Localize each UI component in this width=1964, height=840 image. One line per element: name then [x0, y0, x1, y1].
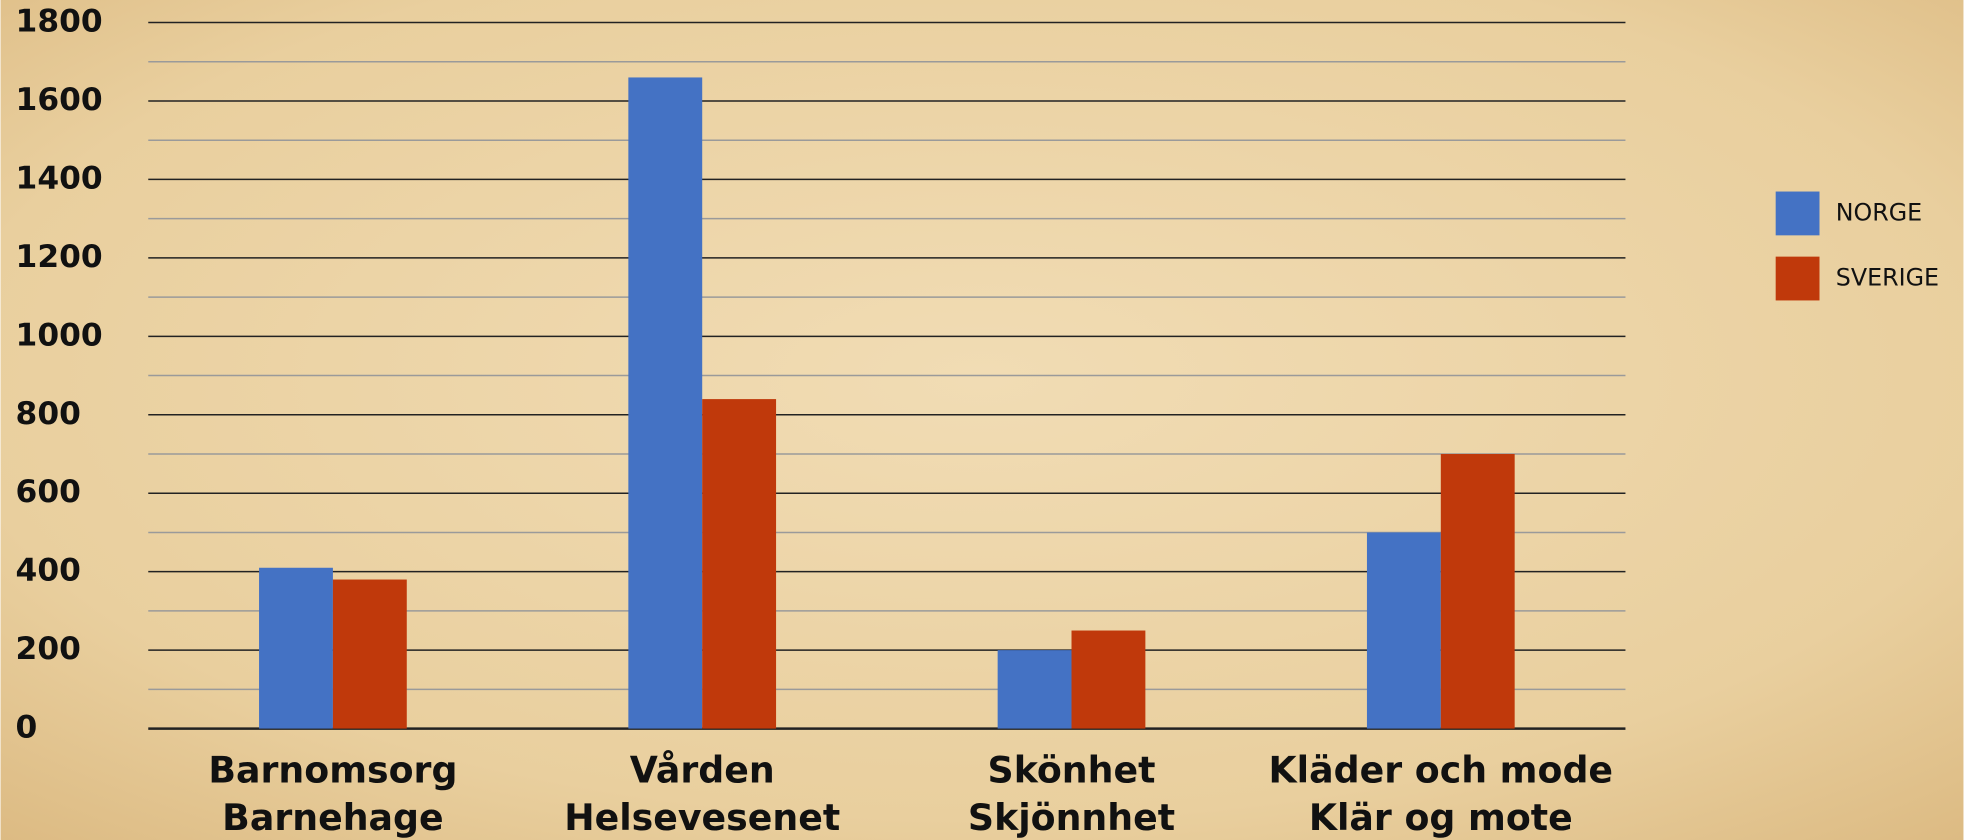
- x-tick-label: Helsevesenet: [564, 796, 840, 839]
- x-tick-label: Barnehage: [222, 796, 443, 839]
- y-tick-label: 1800: [16, 4, 103, 40]
- x-tick-label: Skjönnhet: [968, 796, 1175, 839]
- y-tick-label: 800: [16, 396, 81, 432]
- bar: [997, 650, 1072, 729]
- y-tick-label: 400: [16, 553, 81, 589]
- y-tick-label: 1000: [16, 317, 103, 353]
- bars: [259, 77, 1515, 729]
- x-tick-label: Skönhet: [988, 748, 1156, 791]
- y-tick-label: 1400: [16, 160, 103, 196]
- bar: [1366, 532, 1441, 729]
- legend-swatch: [1775, 256, 1820, 301]
- labels: 0 200 400 600 800 1000 1200 1400 1600 1800 Barnoms…: [16, 4, 1940, 839]
- bar: [1071, 630, 1146, 729]
- bar: [702, 399, 777, 729]
- x-tick-label: Vården: [630, 748, 775, 791]
- x-tick-label: Klär og mote: [1309, 796, 1573, 839]
- legend-label: SVERIGE: [1836, 264, 1939, 292]
- legend-swatch: [1775, 191, 1820, 236]
- y-tick-label: 1600: [16, 82, 103, 118]
- bar: [628, 77, 703, 729]
- y-tick-label: 1200: [16, 239, 103, 275]
- x-tick-label: Barnomsorg: [208, 748, 457, 791]
- bar: [1440, 454, 1515, 729]
- y-tick-label: 600: [16, 474, 81, 510]
- bar: [332, 579, 407, 729]
- x-tick-label: Kläder och mode: [1269, 748, 1613, 791]
- legend-label: NORGE: [1836, 199, 1922, 227]
- y-tick-label: 0: [16, 710, 38, 746]
- y-tick-label: 200: [16, 631, 81, 667]
- bar: [259, 567, 333, 729]
